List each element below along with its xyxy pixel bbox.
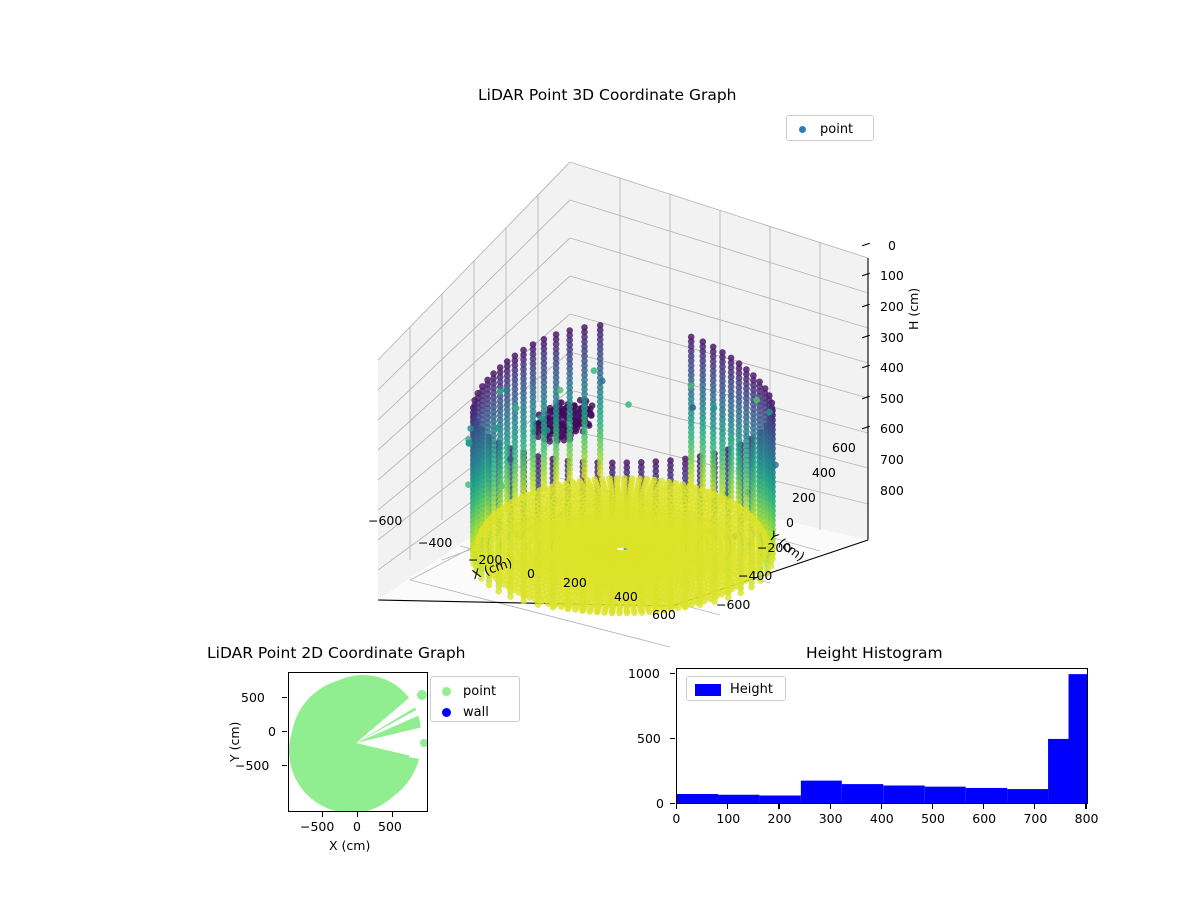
legend-marker-wall: [442, 708, 451, 717]
legend-label-point: point: [463, 684, 496, 699]
y-tickmark: [282, 697, 287, 698]
x-tickmark: [1085, 804, 1086, 809]
x-tick-200: 200: [563, 575, 587, 590]
scatter2d-canvas: [289, 673, 428, 812]
x-tick-100: 100: [716, 811, 740, 826]
x-tickmark: [778, 804, 779, 809]
z-tick-600: 600: [880, 421, 904, 436]
z-tick-100: 100: [880, 268, 904, 283]
x-tick--600: −600: [368, 513, 402, 528]
histogram-legend[interactable]: Height: [686, 676, 786, 701]
z-tick-500: 500: [880, 391, 904, 406]
y-tick-500: 500: [637, 731, 661, 746]
x-tickmark: [392, 812, 393, 817]
scatter2d-axes[interactable]: [288, 672, 428, 812]
z-tick-200: 200: [880, 299, 904, 314]
y-tickmark: [670, 803, 675, 804]
x-tick-200: 200: [768, 811, 792, 826]
scatter2d-title: LiDAR Point 2D Coordinate Graph: [207, 644, 465, 662]
legend-marker-point: [442, 687, 451, 696]
y-tick-500: 500: [241, 690, 265, 705]
x-tick-500: 500: [378, 819, 402, 834]
x-tick-600: 600: [972, 811, 996, 826]
x-tick-300: 300: [819, 811, 843, 826]
x-tickmark: [676, 804, 677, 809]
matplotlib-figure: LiDAR Point 3D Coordinate Graph point: [0, 0, 1200, 900]
x-tickmark: [983, 804, 984, 809]
histogram-title: Height Histogram: [806, 644, 943, 662]
y-tickmark: [670, 738, 675, 739]
x-tick-0: 0: [672, 811, 680, 826]
x-tick-400: 400: [870, 811, 894, 826]
y-tick-600: 600: [832, 440, 856, 455]
legend-label-height: Height: [730, 682, 773, 697]
legend-label-point: point: [820, 122, 853, 137]
x-tick-400: 400: [614, 589, 638, 604]
y-tick-0: 0: [656, 796, 664, 811]
x-tick--500: −500: [300, 819, 334, 834]
z-tick-800: 800: [880, 483, 904, 498]
scatter3d-zlabel: H (cm): [906, 288, 921, 330]
scatter3d-title: LiDAR Point 3D Coordinate Graph: [478, 86, 736, 104]
y-tick--600: −600: [716, 597, 750, 612]
z-tick-400: 400: [880, 360, 904, 375]
x-tickmark: [830, 804, 831, 809]
y-tickmark: [282, 765, 287, 766]
x-tickmark: [1034, 804, 1035, 809]
legend-label-wall: wall: [463, 705, 489, 720]
legend-marker-height: [695, 684, 721, 696]
scatter3d-legend[interactable]: point: [786, 115, 874, 141]
x-tickmark: [322, 812, 323, 817]
y-tickmark: [670, 673, 675, 674]
y-tick-400: 400: [812, 465, 836, 480]
y-tick-0: 0: [268, 724, 276, 739]
scatter3d-axes[interactable]: [300, 140, 940, 630]
y-tick-0: 0: [786, 515, 794, 530]
z-tick-700: 700: [880, 452, 904, 467]
x-tick-600: 600: [652, 607, 676, 622]
x-tickmark: [932, 804, 933, 809]
y-tick-200: 200: [792, 490, 816, 505]
x-tick-0: 0: [527, 566, 535, 581]
scatter2d-point-disc: [289, 675, 428, 812]
scatter3d-canvas: [300, 140, 940, 630]
y-tick--400: −400: [738, 568, 772, 583]
y-tick-1000: 1000: [628, 666, 660, 681]
x-tick-700: 700: [1023, 811, 1047, 826]
x-tickmark: [881, 804, 882, 809]
z-tick-0: 0: [888, 238, 896, 253]
x-tick--400: −400: [418, 535, 452, 550]
x-tick-800: 800: [1075, 811, 1099, 826]
scatter2d-legend[interactable]: point wall: [430, 676, 520, 722]
legend-marker-point: [799, 126, 806, 133]
x-tickmark: [727, 804, 728, 809]
x-tick-500: 500: [921, 811, 945, 826]
x-tickmark: [357, 812, 358, 817]
z-tick-300: 300: [880, 330, 904, 345]
y-tickmark: [282, 731, 287, 732]
x-tick-0: 0: [353, 819, 361, 834]
scatter2d-xlabel: X (cm): [329, 838, 370, 853]
scatter2d-ylabel: Y (cm): [227, 722, 242, 762]
